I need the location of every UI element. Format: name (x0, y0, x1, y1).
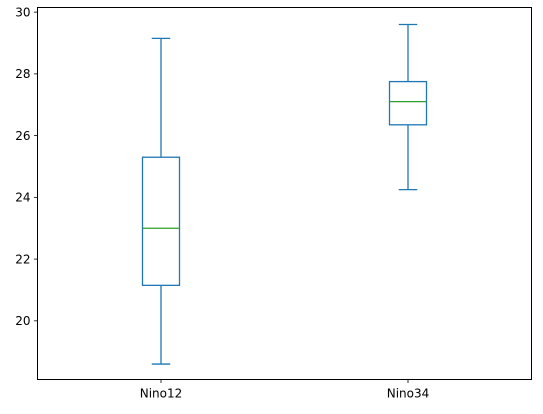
plot-frame (37, 7, 532, 380)
box-nino34 (388, 23, 428, 191)
y-tick-label: 20 (15, 314, 30, 328)
y-tick-label: 30 (15, 5, 30, 19)
y-tick-label: 24 (15, 191, 30, 205)
plot-area (37, 7, 532, 380)
y-tick-label: 26 (15, 129, 30, 143)
x-tick-label: Nino34 (387, 387, 430, 401)
y-tick-label: 28 (15, 67, 30, 81)
iqr-box (141, 156, 181, 286)
y-axis-ticks: 20 22 24 26 28 30 (15, 5, 38, 328)
x-tick-label: Nino12 (140, 387, 183, 401)
x-axis-ticks: Nino12 Nino34 (140, 379, 430, 401)
y-tick-label: 22 (15, 252, 30, 266)
box-nino12 (141, 37, 181, 365)
box-series (141, 23, 428, 365)
iqr-box (388, 80, 428, 126)
